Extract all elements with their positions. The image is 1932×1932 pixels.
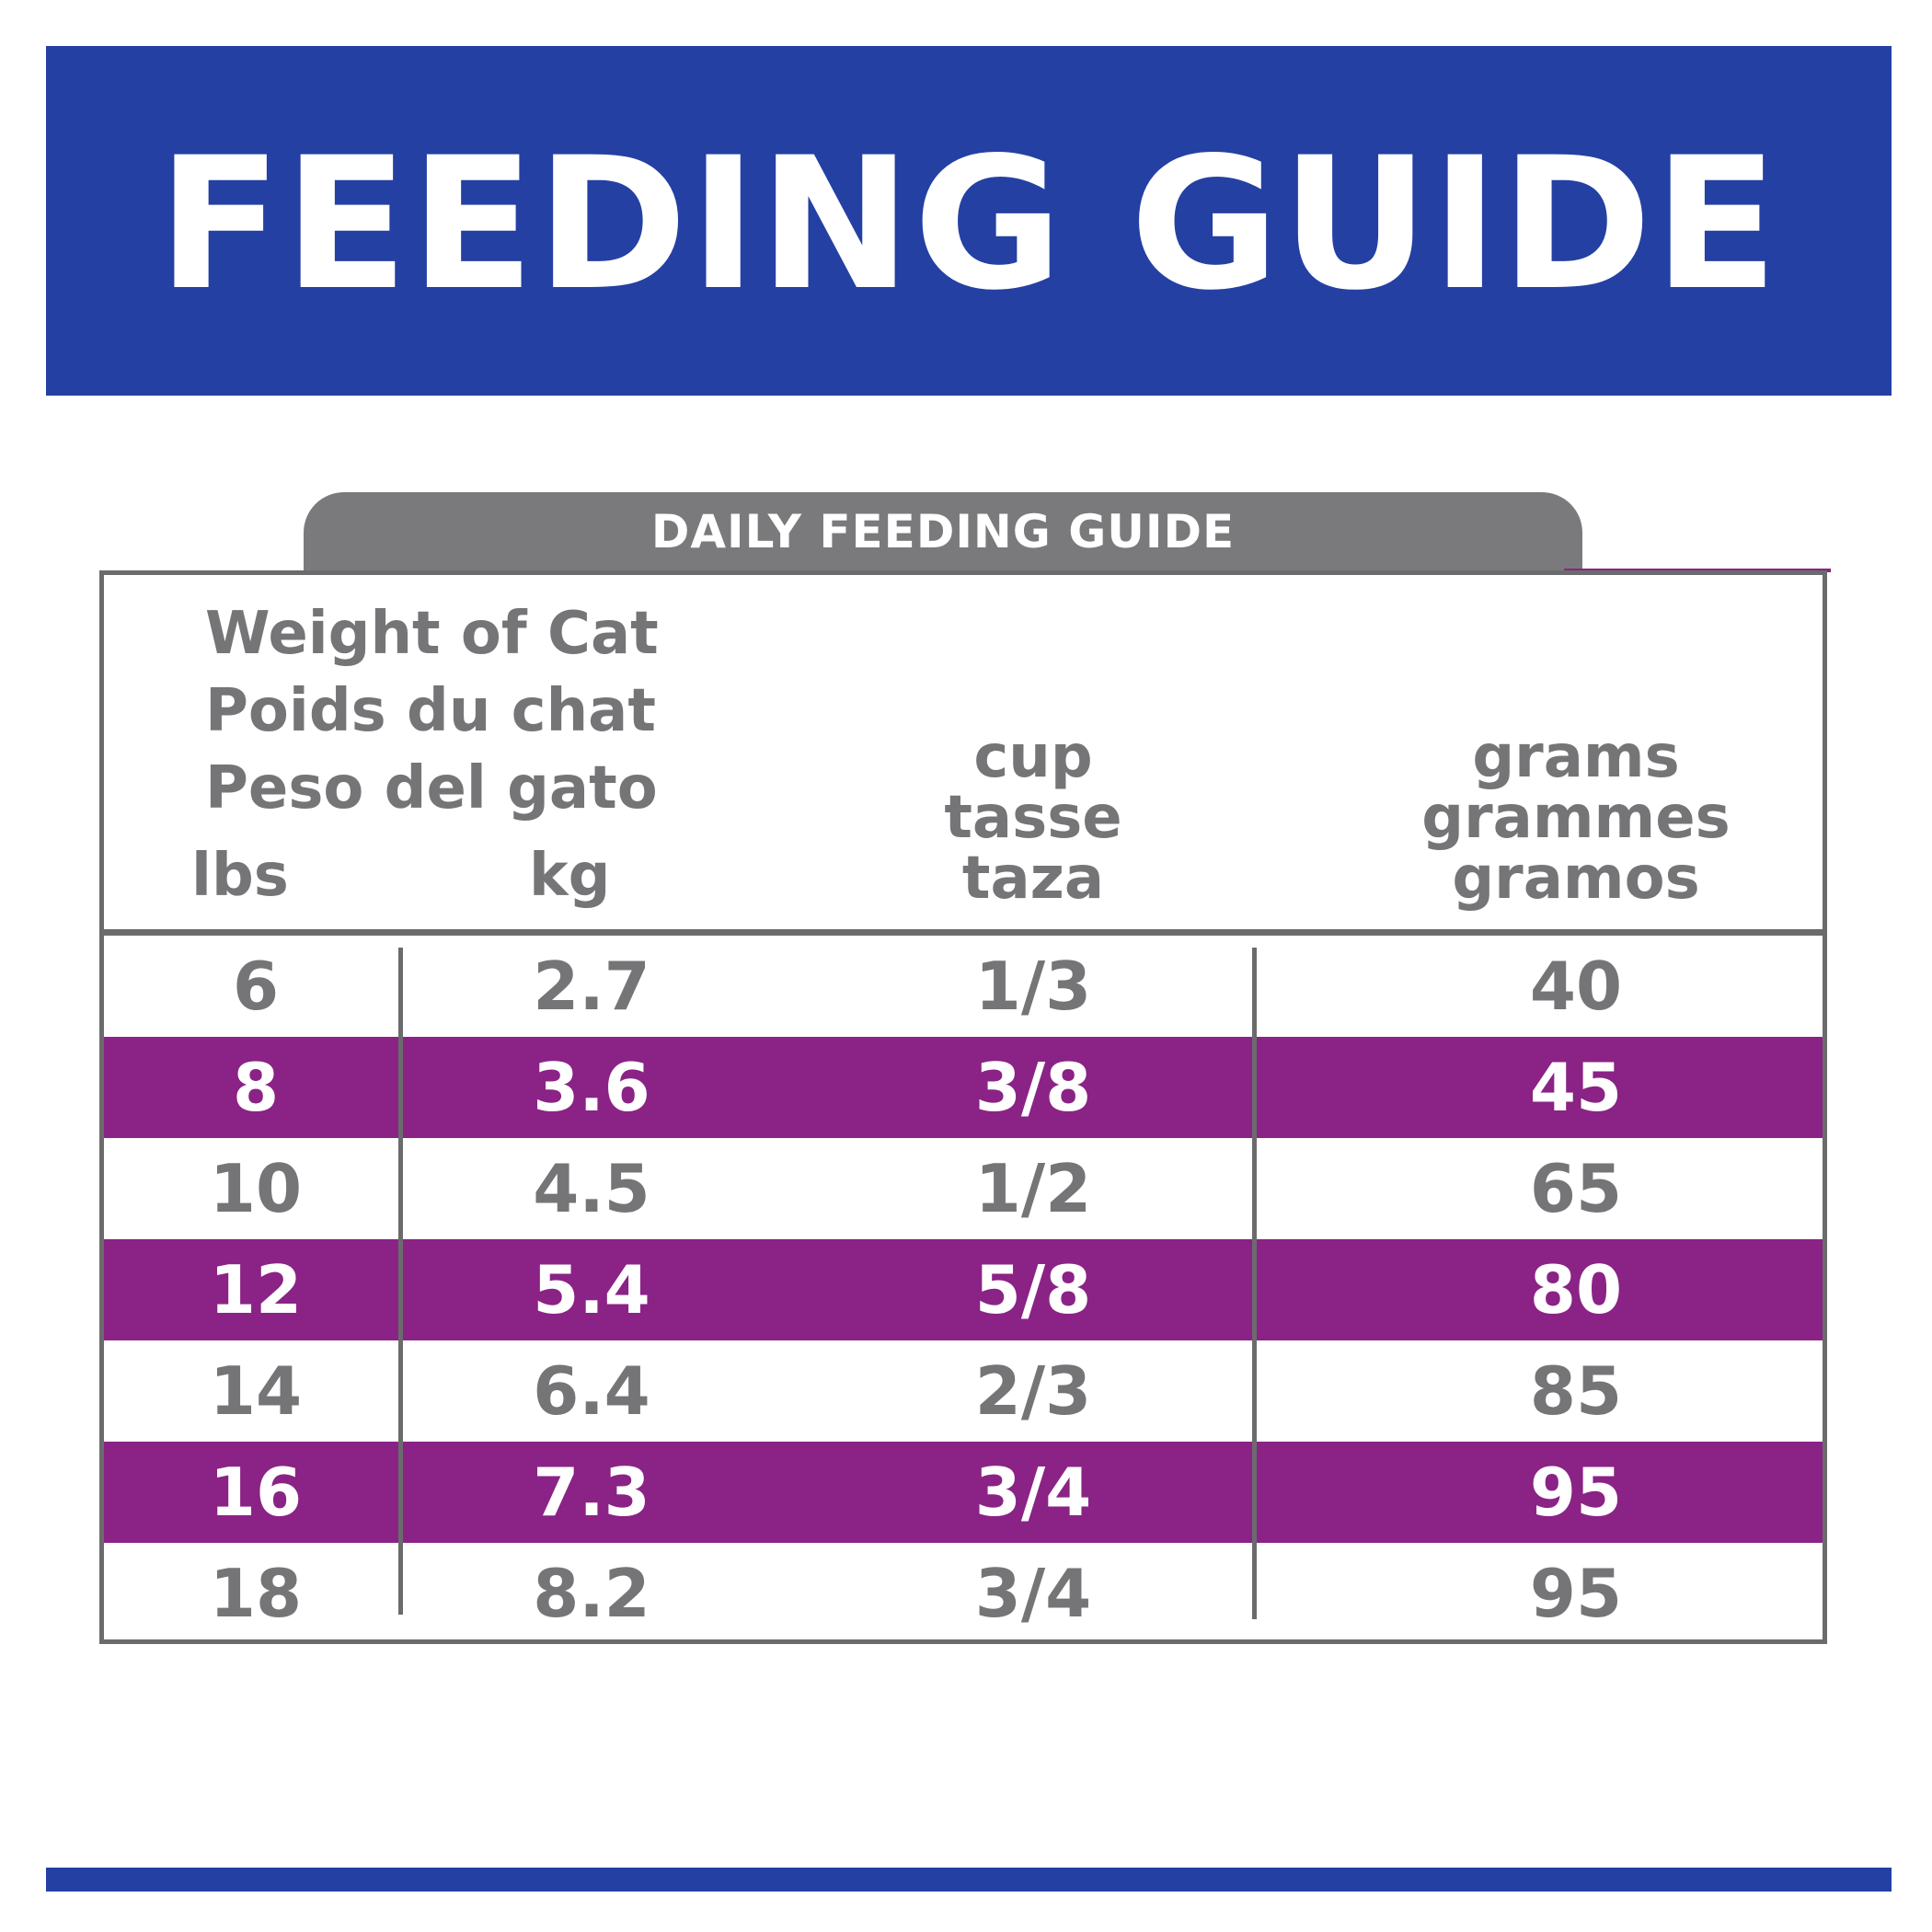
- table-header: Weight of Cat Poids du chat Peso del gat…: [104, 575, 1823, 929]
- table-row: 16 7.3 3/4 95: [104, 1442, 1823, 1543]
- cup-cell: 5/8: [974, 1251, 1092, 1328]
- lbs-cell: 10: [209, 1150, 303, 1227]
- grams-cell: 95: [1529, 1555, 1623, 1632]
- banner-title: FEEDING GUIDE: [157, 118, 1780, 330]
- column-divider-cup-grams: [1252, 948, 1257, 1619]
- lbs-cell: 8: [232, 1049, 280, 1126]
- cup-cell: 3/4: [974, 1555, 1092, 1632]
- kg-cell: 6.4: [533, 1352, 650, 1430]
- cup-cell: 3/8: [974, 1049, 1092, 1126]
- kg-cell: 3.6: [533, 1049, 650, 1126]
- footer-bar: [46, 1868, 1892, 1892]
- cup-header: cup tasse taza: [858, 727, 1208, 909]
- weight-header-fr: Poids du chat: [205, 677, 656, 745]
- grams-cell: 45: [1529, 1049, 1623, 1126]
- cup-cell: 2/3: [974, 1352, 1092, 1430]
- cup-header-fr: tasse: [944, 784, 1122, 852]
- feeding-guide-banner: FEEDING GUIDE: [46, 46, 1892, 396]
- lbs-cell: 18: [209, 1555, 303, 1632]
- lbs-cell: 12: [209, 1251, 303, 1328]
- unit-kg-label: kg: [529, 842, 611, 910]
- table-row: 10 4.5 1/2 65: [104, 1138, 1823, 1239]
- cup-cell: 1/3: [974, 948, 1092, 1025]
- table-row: 18 8.2 3/4 95: [104, 1543, 1823, 1639]
- kg-cell: 8.2: [533, 1555, 650, 1632]
- lbs-cell: 16: [209, 1454, 303, 1531]
- grams-cell: 40: [1529, 948, 1623, 1025]
- grams-cell: 65: [1529, 1150, 1623, 1227]
- header-divider: [104, 929, 1823, 936]
- weight-of-cat-header: Weight of Cat Poids du chat Peso del gat…: [205, 595, 659, 827]
- cup-header-es: taza: [961, 845, 1105, 913]
- table-row: 6 2.7 1/3 40: [104, 936, 1823, 1037]
- weight-header-es: Peso del gato: [205, 754, 658, 822]
- grams-cell: 80: [1529, 1251, 1623, 1328]
- unit-lbs-label: lbs: [191, 842, 289, 910]
- lbs-cell: 6: [232, 948, 280, 1025]
- kg-cell: 5.4: [533, 1251, 650, 1328]
- grams-header-es: gramos: [1452, 845, 1700, 913]
- cup-cell: 1/2: [974, 1150, 1092, 1227]
- grams-cell: 95: [1529, 1454, 1623, 1531]
- kg-cell: 4.5: [533, 1150, 650, 1227]
- feeding-table: Weight of Cat Poids du chat Peso del gat…: [99, 570, 1827, 1644]
- kg-cell: 2.7: [533, 948, 650, 1025]
- grams-header: grams grammes gramos: [1392, 727, 1760, 909]
- grams-header-en: grams: [1472, 723, 1680, 791]
- table-row: 12 5.4 5/8 80: [104, 1239, 1823, 1340]
- daily-feeding-guide-tab: DAILY FEEDING GUIDE: [304, 492, 1582, 570]
- weight-header-en: Weight of Cat: [205, 600, 659, 668]
- lbs-cell: 14: [209, 1352, 303, 1430]
- cup-header-en: cup: [973, 723, 1093, 791]
- grams-header-fr: grammes: [1421, 784, 1731, 852]
- tab-label: DAILY FEEDING GUIDE: [650, 504, 1236, 558]
- grams-cell: 85: [1529, 1352, 1623, 1430]
- table-body: 6 2.7 1/3 40 8 3.6 3/8 45 10 4.5 1/2 65 …: [104, 936, 1823, 1639]
- table-row: 14 6.4 2/3 85: [104, 1340, 1823, 1442]
- column-divider-lbs-kg: [398, 948, 403, 1615]
- kg-cell: 7.3: [533, 1454, 650, 1531]
- cup-cell: 3/4: [974, 1454, 1092, 1531]
- table-row: 8 3.6 3/8 45: [104, 1037, 1823, 1138]
